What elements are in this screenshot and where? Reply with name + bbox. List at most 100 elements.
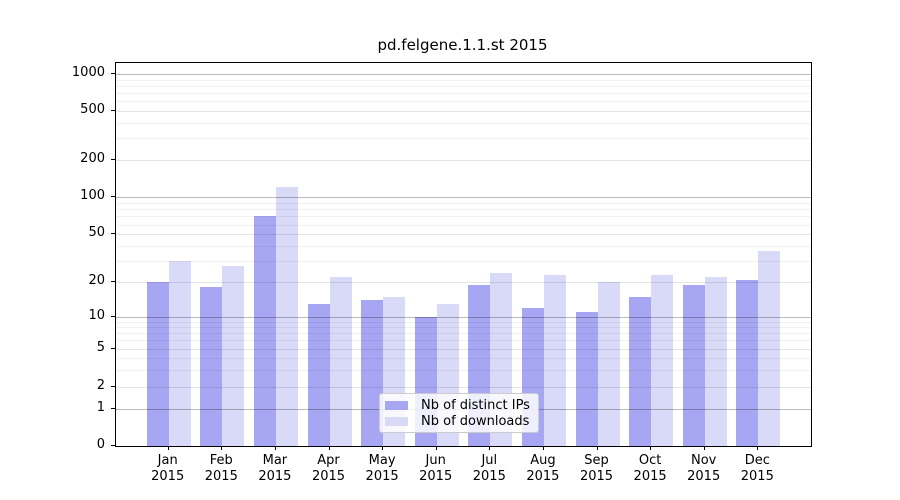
- x-tick-label-jul: Jul 2015: [459, 453, 519, 485]
- gridline-major: [116, 317, 811, 318]
- x-tick-year: 2015: [633, 469, 667, 484]
- bar-distinct-ips: [200, 287, 223, 446]
- y-tick-label: 0: [96, 437, 105, 452]
- bar-distinct-ips: [629, 296, 652, 446]
- gridline-minor: [116, 101, 811, 103]
- gridline-minor: [116, 216, 811, 218]
- x-tick: [274, 446, 276, 450]
- y-tick-label: 1: [96, 400, 105, 415]
- gridline-mid: [116, 282, 811, 283]
- y-tick-label: 100: [80, 188, 105, 203]
- bar-distinct-ips: [361, 300, 384, 446]
- y-tick: [111, 233, 115, 235]
- gridline-minor: [116, 369, 811, 371]
- bar-distinct-ips: [575, 312, 598, 446]
- y-tick: [111, 347, 115, 349]
- y-tick-label: 50: [88, 225, 105, 241]
- y-tick: [111, 281, 115, 282]
- bar-distinct-ips: [307, 303, 330, 446]
- bar-downloads: [543, 274, 566, 446]
- bar-distinct-ips: [146, 282, 169, 446]
- gridline-mid: [116, 234, 811, 236]
- bar-downloads: [275, 187, 298, 446]
- y-tick: [111, 159, 115, 160]
- x-tick: [435, 446, 437, 450]
- x-tick: [757, 446, 759, 450]
- x-tick-year: 2015: [311, 469, 346, 484]
- x-tick: [167, 446, 169, 450]
- x-tick-label-sep: Sep 2015: [567, 453, 627, 485]
- x-tick-label-jan: Jan 2015: [138, 453, 198, 485]
- x-tick-label-may: May 2015: [352, 453, 412, 485]
- x-tick: [221, 446, 223, 450]
- legend-swatch-distinct-ips: [385, 400, 408, 410]
- gridline-minor: [116, 340, 811, 342]
- plot-area: [115, 62, 812, 447]
- y-tick-label: 1000: [71, 65, 105, 81]
- x-tick-year: 2015: [687, 469, 721, 484]
- bar-downloads: [168, 260, 191, 446]
- x-tick: [650, 446, 652, 450]
- bar-downloads: [329, 277, 352, 446]
- gridline-minor: [116, 321, 811, 323]
- y-tick-label: 500: [80, 102, 105, 117]
- gridline-major: [116, 74, 811, 76]
- x-tick: [489, 446, 491, 450]
- gridline-minor: [116, 245, 811, 247]
- y-tick: [111, 196, 115, 197]
- x-tick-label-oct: Oct 2015: [620, 453, 680, 485]
- x-tick-year: 2015: [258, 469, 292, 484]
- chart-title: pd.felgene.1.1.st 2015: [377, 36, 548, 54]
- gridline-minor: [116, 86, 811, 88]
- bar-distinct-ips: [682, 284, 705, 446]
- x-tick-label-dec: Dec 2015: [727, 453, 787, 485]
- bar-distinct-ips: [253, 216, 276, 446]
- legend-item-distinct-ips: Nb of distinct IPs: [385, 397, 533, 413]
- gridline-mid: [116, 386, 811, 388]
- y-tick-label: 5: [96, 339, 105, 355]
- x-tick-year: 2015: [419, 469, 453, 484]
- x-tick-year: 2015: [526, 469, 560, 484]
- x-tick-year: 2015: [472, 469, 506, 484]
- x-tick: [703, 446, 705, 450]
- bar-downloads: [704, 277, 727, 446]
- gridline-minor: [116, 260, 811, 262]
- y-tick-label: 20: [88, 273, 105, 288]
- x-tick-year: 2015: [365, 469, 399, 484]
- legend-label-distinct-ips: Nb of distinct IPs: [421, 397, 530, 413]
- bar-downloads: [597, 282, 620, 446]
- gridline-mid: [116, 348, 811, 350]
- y-tick: [111, 110, 115, 111]
- x-tick: [328, 446, 330, 450]
- gridline-minor: [116, 224, 811, 226]
- x-tick-label-apr: Apr 2015: [299, 453, 359, 485]
- bar-distinct-ips: [736, 279, 759, 446]
- x-tick-year: 2015: [151, 469, 185, 484]
- x-tick-label-jun: Jun 2015: [406, 453, 466, 485]
- x-tick: [596, 446, 598, 450]
- bar-downloads: [758, 251, 781, 446]
- legend-item-downloads: Nb of downloads: [385, 413, 533, 429]
- gridline-minor: [116, 209, 811, 210]
- gridline-mid: [116, 111, 811, 112]
- x-tick-label-mar: Mar 2015: [245, 453, 305, 485]
- gridline-mid: [116, 160, 811, 161]
- x-tick-label-feb: Feb 2015: [191, 453, 251, 485]
- x-tick-label-nov: Nov 2015: [674, 453, 734, 485]
- y-tick: [111, 73, 115, 75]
- x-tick-year: 2015: [204, 469, 238, 484]
- x-tick: [382, 446, 384, 450]
- bar-downloads: [222, 266, 245, 446]
- gridline-minor: [116, 79, 811, 81]
- gridline-minor: [116, 122, 811, 124]
- x-tick: [542, 446, 544, 450]
- gridline-major: [116, 197, 811, 198]
- y-tick: [111, 385, 115, 387]
- x-tick-label-aug: Aug 2015: [513, 453, 573, 485]
- y-tick-label: 200: [80, 151, 105, 166]
- gridline-minor: [116, 93, 811, 95]
- legend-label-downloads: Nb of downloads: [421, 413, 530, 429]
- gridline-minor: [116, 327, 811, 329]
- y-tick-label: 2: [96, 377, 105, 393]
